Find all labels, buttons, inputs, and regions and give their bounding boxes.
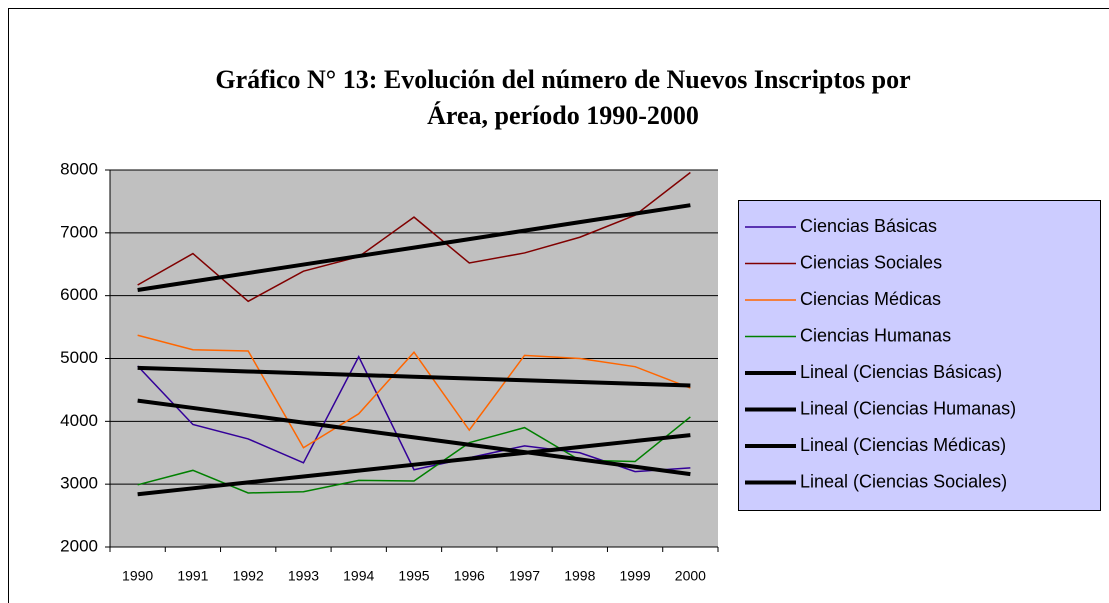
legend-label: Lineal (Ciencias Básicas) — [800, 362, 1002, 382]
legend-label: Ciencias Humanas — [800, 325, 951, 345]
series-line — [137, 398, 691, 477]
series-line — [137, 334, 691, 449]
y-tick-label: 3000 — [60, 474, 98, 493]
x-tick-label: 1997 — [509, 568, 540, 584]
x-tick-label: 1991 — [177, 568, 208, 584]
y-tick-label: 4000 — [60, 411, 98, 430]
y-tick-label: 5000 — [60, 348, 98, 367]
legend-label: Ciencias Médicas — [800, 289, 941, 309]
chart-title: Área, período 1990-2000 — [427, 101, 699, 130]
x-tick-label: 1995 — [398, 568, 429, 584]
x-tick-label: 1996 — [454, 568, 485, 584]
legend-label: Lineal (Ciencias Humanas) — [800, 398, 1016, 418]
x-tick-label: 1990 — [122, 568, 153, 584]
y-tick-label: 6000 — [60, 285, 98, 304]
legend-label: Lineal (Ciencias Médicas) — [800, 435, 1006, 455]
series-line — [137, 354, 691, 473]
x-tick-label: 1999 — [620, 568, 651, 584]
legend — [738, 200, 1101, 511]
legend-label: Ciencias Básicas — [800, 216, 937, 236]
series-line — [137, 433, 691, 497]
chart-title: Gráfico N° 13: Evolución del número de N… — [215, 65, 910, 94]
series-line — [137, 171, 691, 303]
x-tick-label: 1993 — [288, 568, 319, 584]
series-line — [137, 365, 691, 388]
x-tick-label: 1994 — [343, 568, 374, 584]
x-tick-label: 2000 — [675, 568, 706, 584]
x-tick-label: 1998 — [564, 568, 595, 584]
legend-label: Lineal (Ciencias Sociales) — [800, 471, 1007, 491]
x-tick-label: 1992 — [233, 568, 264, 584]
series-line — [137, 203, 691, 292]
y-tick-label: 8000 — [60, 159, 98, 178]
y-tick-label: 7000 — [60, 222, 98, 241]
legend-label: Ciencias Sociales — [800, 252, 942, 272]
y-tick-label: 2000 — [60, 536, 98, 555]
